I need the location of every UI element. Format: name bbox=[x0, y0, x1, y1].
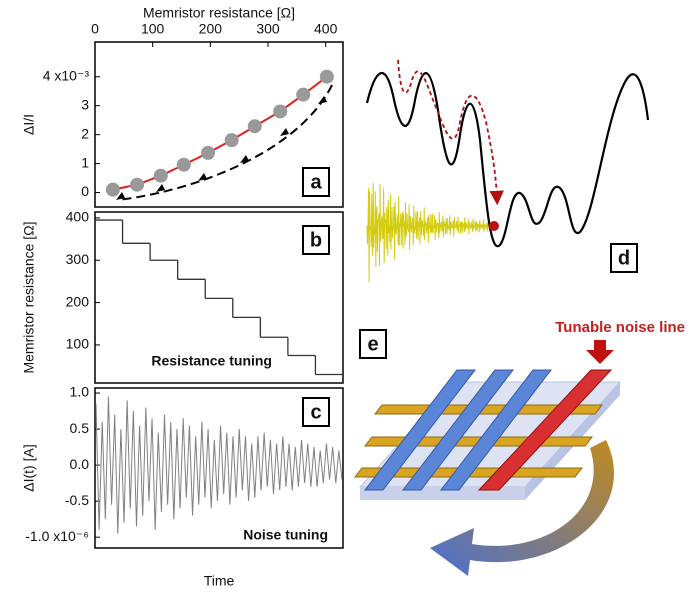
arrow-head bbox=[240, 155, 249, 163]
data-point bbox=[224, 133, 239, 148]
y-axis-label: ΔI(t) [A] bbox=[21, 444, 37, 491]
panel-label: d bbox=[618, 247, 630, 269]
y-axis-label: ΔI/I bbox=[21, 114, 37, 135]
data-point bbox=[319, 69, 334, 84]
arrow-head bbox=[156, 184, 165, 192]
plot-frame bbox=[94, 41, 344, 208]
data-point bbox=[296, 87, 311, 102]
hysteresis-arrows bbox=[117, 84, 333, 201]
arrow-head bbox=[116, 192, 125, 200]
plot-frame bbox=[94, 211, 344, 384]
y-tick-label: -0.5 bbox=[65, 492, 89, 508]
x-tick-label: 400 bbox=[314, 21, 338, 37]
panel-label-box bbox=[610, 243, 638, 273]
noise-trace bbox=[95, 396, 343, 534]
y-tick-label: -1.0 x10⁻⁶ bbox=[25, 528, 89, 544]
panel-label: b bbox=[310, 229, 322, 251]
electrode bbox=[401, 369, 515, 491]
x-axis-label: Time bbox=[204, 573, 235, 589]
data-point bbox=[201, 145, 216, 160]
panel-d: d bbox=[365, 59, 650, 283]
x-tick-label: 0 bbox=[91, 21, 99, 37]
arrow-down bbox=[586, 340, 614, 364]
y-tick-label: 4 x10⁻³ bbox=[43, 67, 90, 83]
data-point bbox=[176, 157, 191, 172]
data-point bbox=[105, 182, 120, 197]
descent-path bbox=[397, 59, 504, 206]
panel-label-box bbox=[359, 329, 387, 359]
y-tick-label: 1.0 bbox=[70, 384, 90, 400]
arrow-head bbox=[318, 96, 327, 104]
panel-label-box bbox=[302, 167, 330, 197]
x-axis-label: Memristor resistance [Ω] bbox=[143, 5, 295, 21]
x-tick-label: 300 bbox=[256, 21, 280, 37]
y-tick-label: 200 bbox=[66, 293, 90, 309]
annotation: Resistance tuning bbox=[151, 353, 272, 369]
noise-signal bbox=[366, 182, 493, 283]
y-tick-label: 0.5 bbox=[70, 420, 90, 436]
plot-frame bbox=[94, 387, 344, 549]
data-point bbox=[153, 168, 168, 183]
fit-line bbox=[112, 75, 328, 191]
arrow-head bbox=[198, 173, 207, 181]
x-tick-label: 200 bbox=[199, 21, 223, 37]
y-tick-label: 1 bbox=[81, 154, 89, 170]
data-point bbox=[130, 177, 145, 192]
data-point bbox=[247, 119, 262, 134]
annotation: Tunable noise line bbox=[555, 319, 685, 336]
electrode bbox=[439, 369, 553, 491]
panel-label-box bbox=[302, 397, 330, 427]
electrode bbox=[363, 369, 477, 491]
data-point bbox=[273, 104, 288, 119]
panel-label-box bbox=[302, 225, 330, 255]
panel-e: e Tunable noise line bbox=[353, 319, 685, 576]
y-tick-label: 400 bbox=[66, 209, 90, 225]
y-tick-label: 0.0 bbox=[70, 456, 90, 472]
charts: 0 1 2 3 4 x10⁻³ ΔI/I a 0 100 200 300 400 Memristor r… bbox=[21, 5, 344, 589]
y-tick-label: 0 bbox=[81, 183, 89, 199]
y-axis-label: Memristor resistance [Ω] bbox=[21, 221, 37, 373]
x-tick-label: 100 bbox=[141, 21, 165, 37]
y-tick-label: 100 bbox=[66, 336, 90, 352]
energy-landscape bbox=[365, 72, 650, 248]
panel-label: e bbox=[367, 333, 378, 355]
y-tick-label: 3 bbox=[81, 96, 89, 112]
feedback-arrow bbox=[430, 440, 614, 576]
y-tick-label: 2 bbox=[81, 125, 89, 141]
panel-label: c bbox=[310, 401, 321, 423]
y-tick-label: 300 bbox=[66, 251, 90, 267]
panel-label: a bbox=[310, 171, 322, 193]
annotation: Noise tuning bbox=[243, 527, 328, 543]
arrow-head bbox=[280, 128, 289, 136]
noise-line bbox=[477, 369, 613, 491]
state-dot bbox=[489, 221, 499, 231]
